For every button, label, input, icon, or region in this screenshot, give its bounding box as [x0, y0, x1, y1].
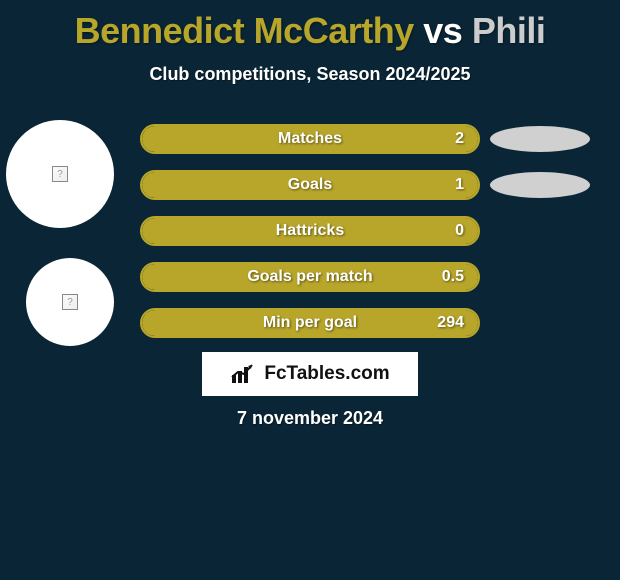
opponent-pills: [490, 124, 610, 354]
opponent-pill: [490, 126, 590, 152]
comparison-title: Bennedict McCarthy vs Phili: [0, 0, 620, 52]
brand-badge: FcTables.com: [202, 352, 418, 396]
stats-bars: Matches2 Goals1 Hattricks0 Goals per match0…: [140, 124, 480, 354]
stat-value: 2: [455, 126, 464, 152]
stat-bar: Goals per match0.5: [140, 262, 480, 292]
stat-value: 0: [455, 218, 464, 244]
stat-bar-fill: [142, 172, 478, 198]
stat-bar-fill: [142, 310, 478, 336]
stat-bar: Matches2: [140, 124, 480, 154]
vs-separator: vs: [423, 10, 462, 51]
stat-bar-fill: [142, 126, 478, 152]
opponent-pill: [490, 172, 590, 198]
player1-name: Bennedict McCarthy: [75, 10, 414, 51]
stat-bar-fill: [142, 264, 478, 290]
player2-name: Phili: [472, 10, 546, 51]
stat-bar: Hattricks0: [140, 216, 480, 246]
player1-avatar: ?: [6, 120, 114, 228]
stat-value: 1: [455, 172, 464, 198]
stat-value: 0.5: [442, 264, 464, 290]
stat-bar-fill: [142, 218, 478, 244]
stat-bar: Goals1: [140, 170, 480, 200]
brand-text: FcTables.com: [264, 363, 389, 385]
footer-date: 7 november 2024: [0, 408, 620, 429]
image-placeholder-icon: ?: [52, 166, 68, 182]
stat-bar: Min per goal294: [140, 308, 480, 338]
brand-chart-icon: [230, 363, 256, 385]
image-placeholder-icon: ?: [62, 294, 78, 310]
stat-value: 294: [437, 310, 464, 336]
player2-avatar: ?: [26, 258, 114, 346]
subtitle: Club competitions, Season 2024/2025: [0, 64, 620, 85]
